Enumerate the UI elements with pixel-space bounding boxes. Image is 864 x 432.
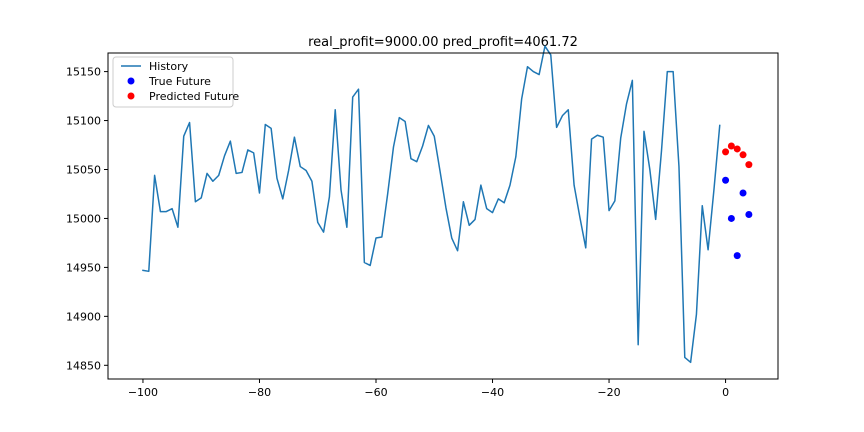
y-tick-label: 15150: [66, 66, 101, 79]
plot-frame: [107, 52, 779, 380]
legend-box: [112, 56, 234, 108]
plot-area: [142, 45, 753, 364]
data-point-predicted-future: [733, 145, 741, 153]
axes: −100 −80 −60 −40 −20 0 14850 14900 14950 15000 150…: [66, 66, 729, 399]
data-point-predicted-future: [727, 142, 735, 150]
x-tick-label: −40: [481, 386, 504, 399]
data-point-true-future: [733, 252, 741, 260]
x-tick-label: −80: [248, 386, 271, 399]
data-point-predicted-future: [745, 161, 753, 169]
x-tick-label: −20: [597, 386, 620, 399]
y-tick-label: 14950: [66, 261, 101, 274]
y-tick-label: 15050: [66, 163, 101, 176]
legend: History True Future Predicted Future: [112, 56, 239, 108]
data-point-true-future: [727, 214, 735, 222]
y-tick-label: 15100: [66, 115, 101, 128]
data-point-true-future: [722, 176, 730, 184]
chart-title: real_profit=9000.00 pred_profit=4061.72: [308, 35, 578, 50]
x-tick-label: −100: [128, 386, 158, 399]
legend-label: True Future: [148, 75, 211, 88]
y-tick-label: 15000: [66, 212, 101, 225]
series-line-history: [142, 45, 721, 364]
x-tick-label: −60: [364, 386, 387, 399]
y-tick-label: 14850: [66, 359, 101, 372]
legend-label: Predicted Future: [149, 90, 239, 103]
data-point-predicted-future: [722, 148, 730, 156]
x-tick-label: 0: [722, 386, 729, 399]
data-point-predicted-future: [739, 151, 747, 159]
legend-swatch-predicted-future: [127, 92, 135, 100]
data-point-true-future: [745, 211, 753, 219]
y-tick-label: 14900: [66, 310, 101, 323]
legend-label: History: [149, 60, 189, 73]
legend-swatch-true-future: [127, 77, 135, 85]
data-point-true-future: [739, 189, 747, 197]
